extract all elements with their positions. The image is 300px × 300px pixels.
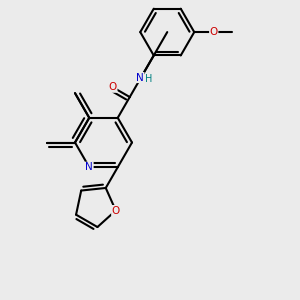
Text: O: O [109,82,117,92]
Text: O: O [112,206,120,215]
Text: O: O [210,27,218,37]
Text: N: N [136,73,144,82]
Text: N: N [85,162,93,172]
Text: H: H [145,74,152,84]
